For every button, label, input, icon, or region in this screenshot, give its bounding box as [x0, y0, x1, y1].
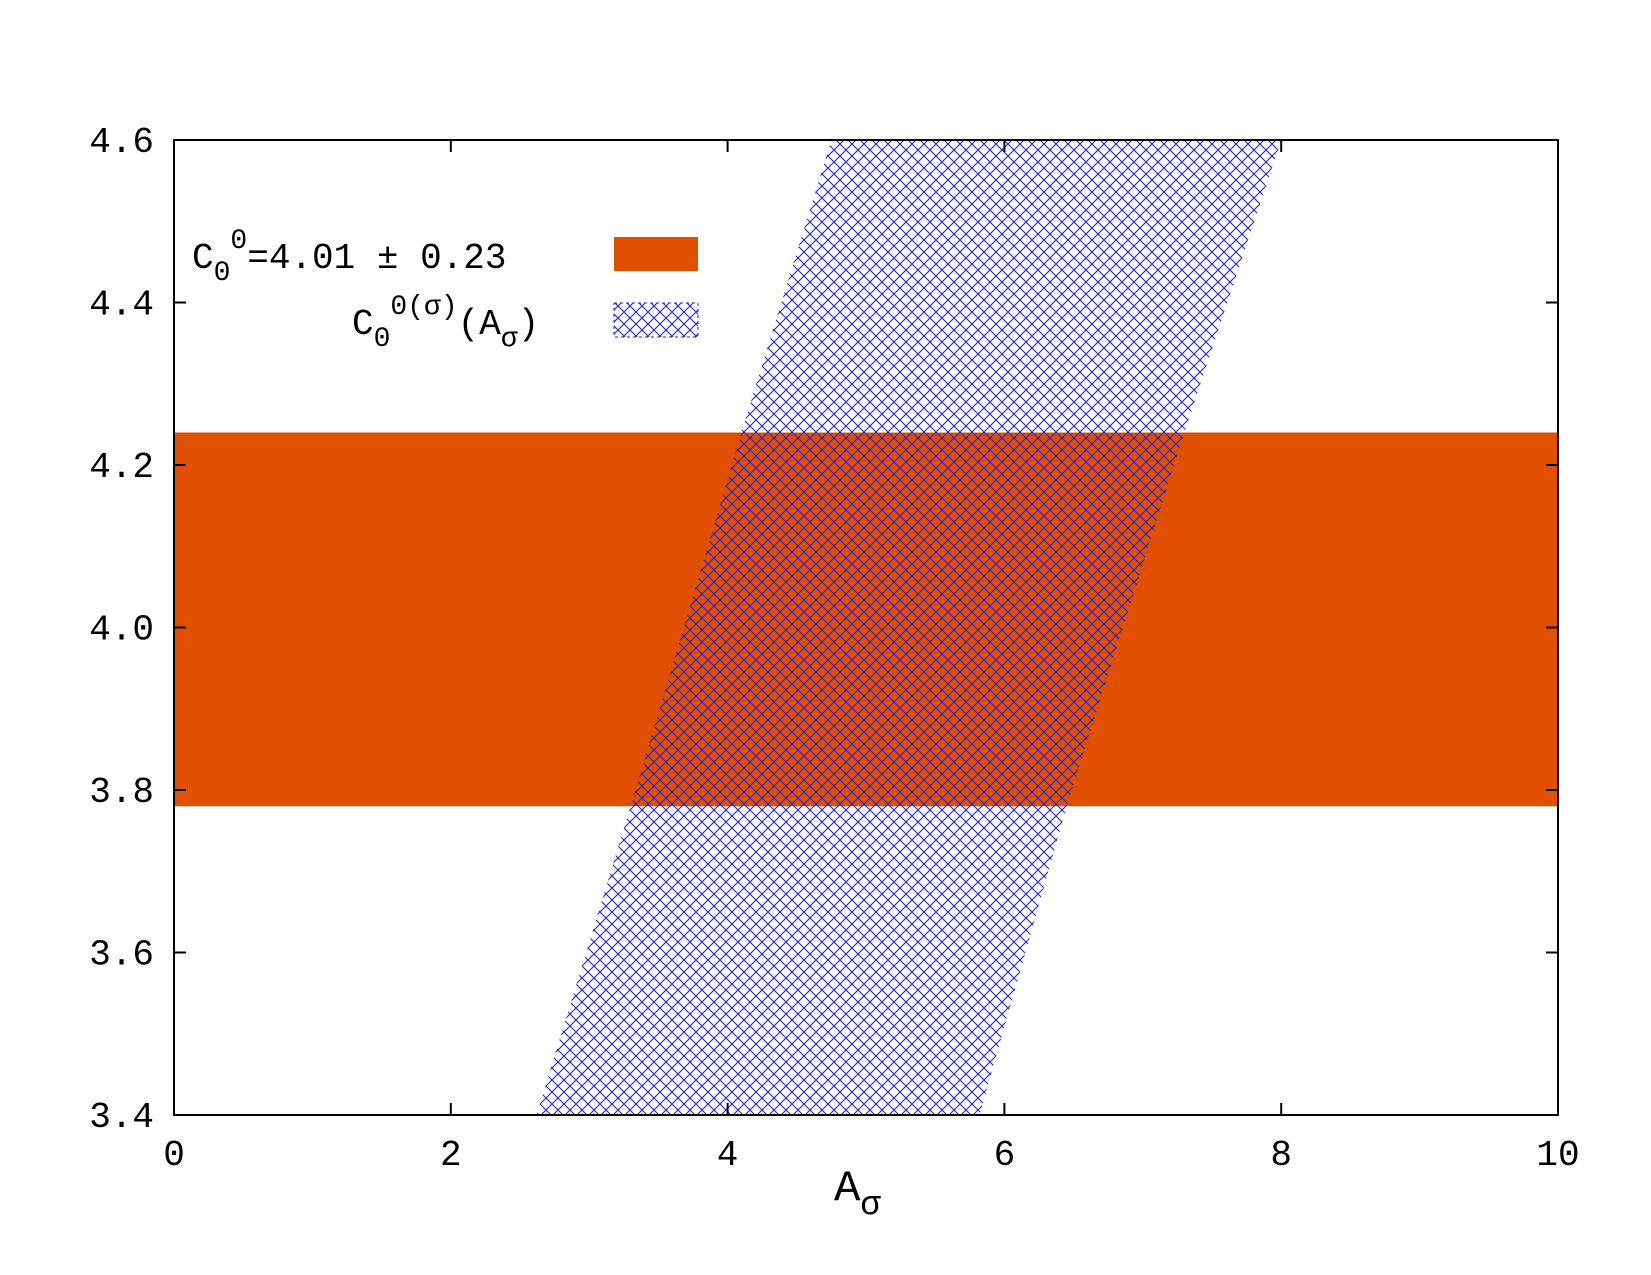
y-tick-label: 3.8 [89, 772, 154, 813]
x-tick-label: 0 [163, 1135, 185, 1176]
legend-label-c0: C00=4.01 ± 0.23 [192, 226, 506, 289]
y-tick-label: 4.6 [89, 122, 154, 163]
x-tick-label: 4 [717, 1135, 739, 1176]
band-c0-sigma-slanted [536, 140, 1282, 1115]
x-axis-title: Aσ [834, 1164, 881, 1225]
y-tick-label: 3.4 [89, 1097, 154, 1138]
legend-swatch-c0 [614, 237, 698, 271]
y-tick-label: 4.0 [89, 610, 154, 651]
x-tick-label: 2 [440, 1135, 462, 1176]
y-tick-label: 3.6 [89, 935, 154, 976]
legend-label-c0-sigma: C00(σ)(Aσ) [352, 292, 539, 355]
legend-swatch-c0-sigma [613, 302, 699, 338]
x-tick-label: 6 [994, 1135, 1016, 1176]
y-tick-label: 4.2 [89, 447, 154, 488]
y-tick-label: 4.4 [89, 285, 154, 326]
x-tick-label: 10 [1536, 1135, 1579, 1176]
x-tick-label: 8 [1270, 1135, 1292, 1176]
